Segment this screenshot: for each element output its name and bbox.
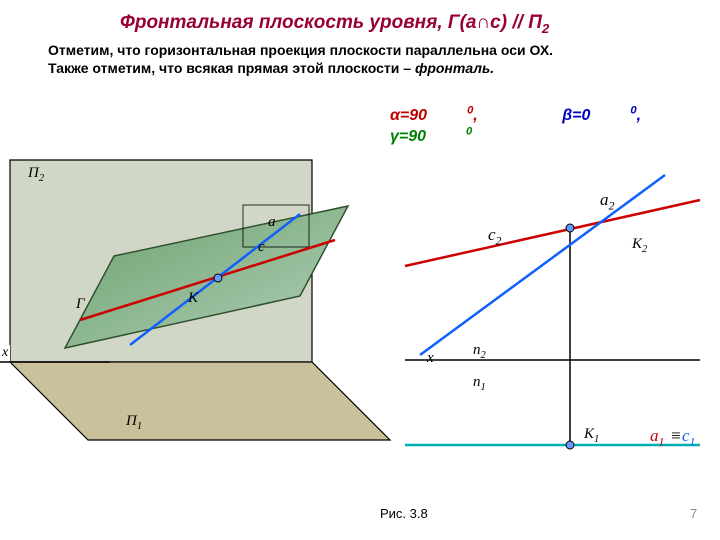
label-k2: К2 bbox=[632, 236, 647, 255]
point-k bbox=[214, 274, 222, 282]
figure-caption: Рис. 3.8 bbox=[380, 506, 428, 521]
label-k: К bbox=[188, 290, 198, 307]
line-c2 bbox=[420, 175, 665, 355]
label-p1: П1 bbox=[126, 413, 142, 432]
diagram-svg bbox=[0, 0, 720, 540]
label-g: Г bbox=[76, 296, 85, 313]
label-pi1: п1 bbox=[473, 374, 486, 393]
label-p2: П2 bbox=[28, 165, 44, 184]
label-a1: а1 bbox=[650, 426, 664, 449]
label-c: с bbox=[258, 239, 265, 256]
page-number: 7 bbox=[690, 506, 697, 521]
line-a2 bbox=[405, 200, 700, 266]
page-root: Фронтальная плоскость уровня, Г(а∩с) // … bbox=[0, 0, 720, 540]
label-c2: с2 bbox=[488, 225, 502, 248]
point-k2 bbox=[566, 224, 574, 232]
label-c1: с1 bbox=[682, 426, 696, 449]
label-eq: ≡ bbox=[670, 426, 681, 446]
plane-p1 bbox=[10, 362, 390, 440]
label-x-right: х bbox=[427, 350, 434, 367]
label-x-left: х bbox=[0, 345, 10, 361]
point-k1 bbox=[566, 441, 574, 449]
label-a2: а2 bbox=[600, 190, 614, 213]
label-a: а bbox=[268, 214, 276, 231]
label-pi2: п2 bbox=[473, 342, 486, 361]
label-k1: К1 bbox=[584, 426, 599, 445]
